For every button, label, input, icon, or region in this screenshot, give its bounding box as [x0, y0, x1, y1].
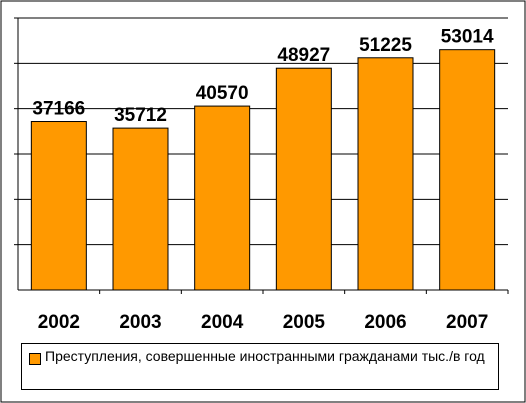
x-tick-label: 2002: [38, 312, 80, 333]
x-tick-label: 2006: [364, 312, 406, 333]
x-tick-label: 2005: [283, 312, 326, 333]
bar: [357, 57, 414, 291]
bar: [439, 49, 496, 291]
x-tick-label: 2004: [201, 312, 244, 333]
data-label: 35712: [114, 105, 167, 126]
legend-label: Преступления, совершенные иностранными г…: [45, 348, 485, 364]
data-label: 48927: [277, 45, 330, 66]
data-label: 37166: [32, 99, 85, 120]
legend: Преступления, совершенные иностранными г…: [21, 343, 499, 390]
data-label: 40570: [196, 83, 249, 104]
legend-swatch: [29, 353, 41, 365]
bar: [30, 121, 87, 291]
x-tick-label: 2007: [446, 312, 488, 333]
bar: [275, 67, 332, 291]
data-label: 51225: [359, 35, 412, 56]
data-label: 53014: [441, 27, 494, 48]
bar: [112, 127, 169, 291]
x-tick-label: 2003: [119, 312, 161, 333]
bar: [194, 105, 251, 291]
